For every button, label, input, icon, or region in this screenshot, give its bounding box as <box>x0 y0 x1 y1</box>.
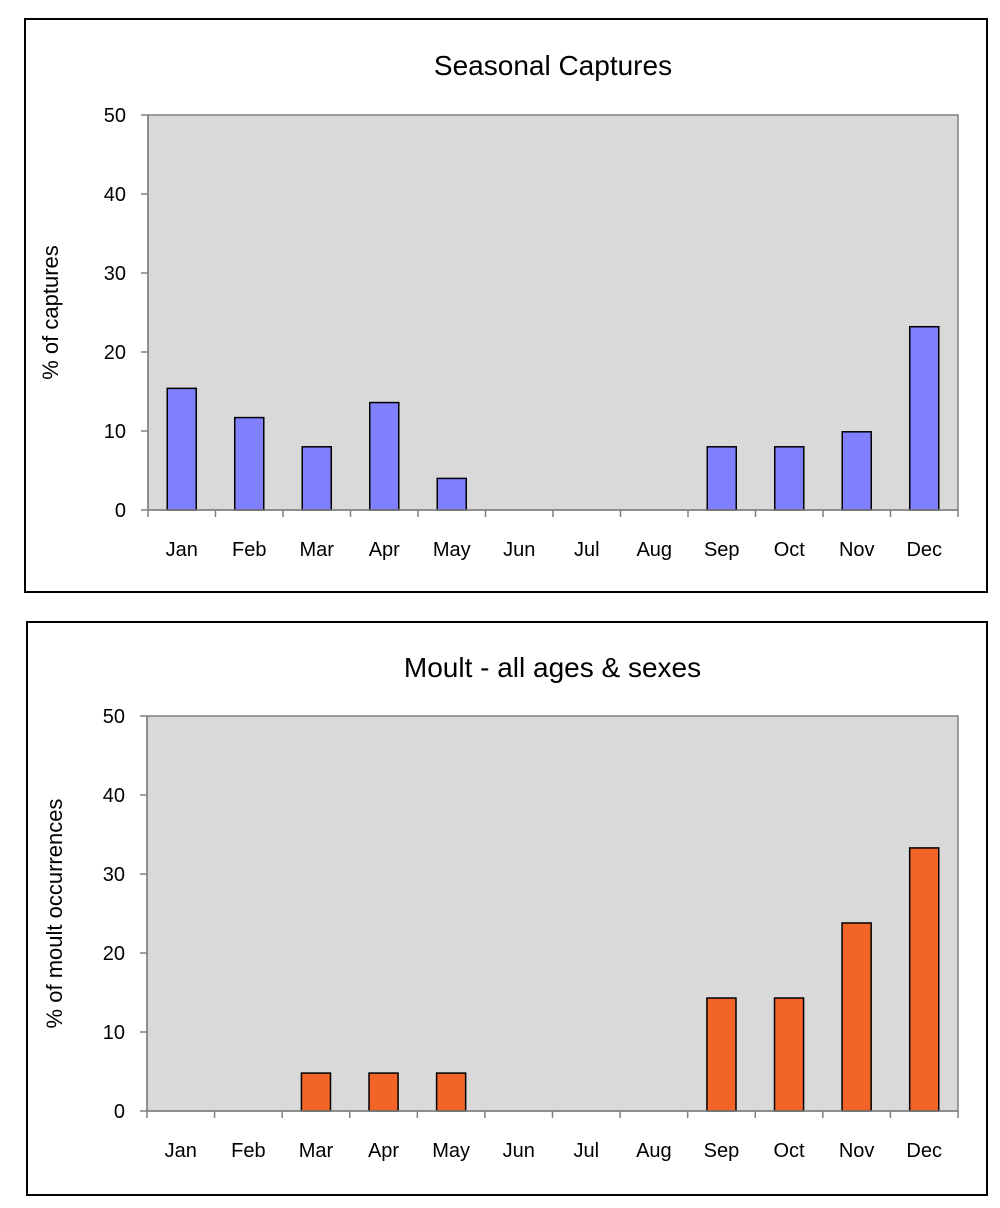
x-tick-label-apr: Apr <box>368 1140 399 1162</box>
y-tick-label: 20 <box>104 342 126 364</box>
bar-dec <box>908 325 940 511</box>
bar-feb <box>233 416 265 511</box>
x-tick-label-jun: Jun <box>503 1140 535 1162</box>
bar-mar <box>301 446 333 511</box>
plot-area <box>147 114 959 511</box>
x-tick-label-aug: Aug <box>636 539 672 561</box>
bar-jan <box>166 387 198 511</box>
x-tick-label-oct: Oct <box>774 539 806 561</box>
x-tick-label-may: May <box>432 1140 470 1162</box>
x-tick-label-oct: Oct <box>773 1140 805 1162</box>
x-tick-label-jul: Jul <box>574 539 600 561</box>
x-tick-label-feb: Feb <box>232 539 266 561</box>
x-tick-label-sep: Sep <box>704 1140 740 1162</box>
x-tick-label-mar: Mar <box>299 1140 334 1162</box>
x-tick-label-mar: Mar <box>300 539 335 561</box>
x-tick-label-jun: Jun <box>503 539 535 561</box>
x-tick-label-may: May <box>433 539 471 561</box>
plot-area <box>146 715 959 1112</box>
bar-mar <box>300 1072 332 1112</box>
y-tick-label: 40 <box>103 785 125 807</box>
y-tick-label: 20 <box>103 943 125 965</box>
bar-apr <box>368 1072 399 1112</box>
x-tick-label-jan: Jan <box>166 539 198 561</box>
chart-title: Seasonal Captures <box>434 50 672 81</box>
y-axis-label: % of captures <box>38 245 63 380</box>
bar-sep <box>706 997 737 1112</box>
y-tick-label: 10 <box>103 1022 125 1044</box>
bar-nov <box>841 922 872 1112</box>
y-tick-label: 0 <box>115 500 126 522</box>
x-tick-label-apr: Apr <box>369 539 400 561</box>
moult-svg: Moult - all ages & sexes 0 10 20 30 40 50 % of … <box>42 652 959 1162</box>
moult-chart: Moult - all ages & sexes 0 10 20 30 40 50 % of … <box>26 621 988 1196</box>
bar-oct <box>773 997 805 1112</box>
y-tick-label: 50 <box>104 105 126 127</box>
x-tick-label-jan: Jan <box>165 1140 197 1162</box>
bar-dec <box>908 847 940 1112</box>
y-tick-label: 50 <box>103 706 125 728</box>
x-tick-label-sep: Sep <box>704 539 740 561</box>
y-tick-label: 30 <box>103 864 125 886</box>
y-tick-label: 10 <box>104 421 126 443</box>
y-tick-label: 0 <box>114 1101 125 1123</box>
x-tick-label-dec: Dec <box>906 1140 942 1162</box>
x-tick-label-nov: Nov <box>839 1140 875 1162</box>
bar-sep <box>706 446 738 511</box>
y-tick-label: 40 <box>104 184 126 206</box>
x-tick-label-feb: Feb <box>231 1140 265 1162</box>
bar-apr <box>368 401 400 511</box>
x-tick-label-aug: Aug <box>636 1140 672 1162</box>
seasonal-captures-svg: Seasonal Captures 0 10 20 30 40 50 % of capture… <box>38 50 959 561</box>
x-tick-label-jul: Jul <box>574 1140 600 1162</box>
y-tick-label: 30 <box>104 263 126 285</box>
seasonal-captures-chart: Seasonal Captures 0 10 20 30 40 50 % of capture… <box>24 18 988 593</box>
bar-may <box>435 1072 467 1112</box>
x-tick-label-dec: Dec <box>906 539 942 561</box>
x-tick-label-nov: Nov <box>839 539 875 561</box>
y-axis-label: % of moult occurrences <box>42 799 67 1029</box>
bar-nov <box>841 431 873 511</box>
bar-may <box>436 477 468 511</box>
chart-title: Moult - all ages & sexes <box>404 652 701 683</box>
bar-oct <box>773 446 805 511</box>
